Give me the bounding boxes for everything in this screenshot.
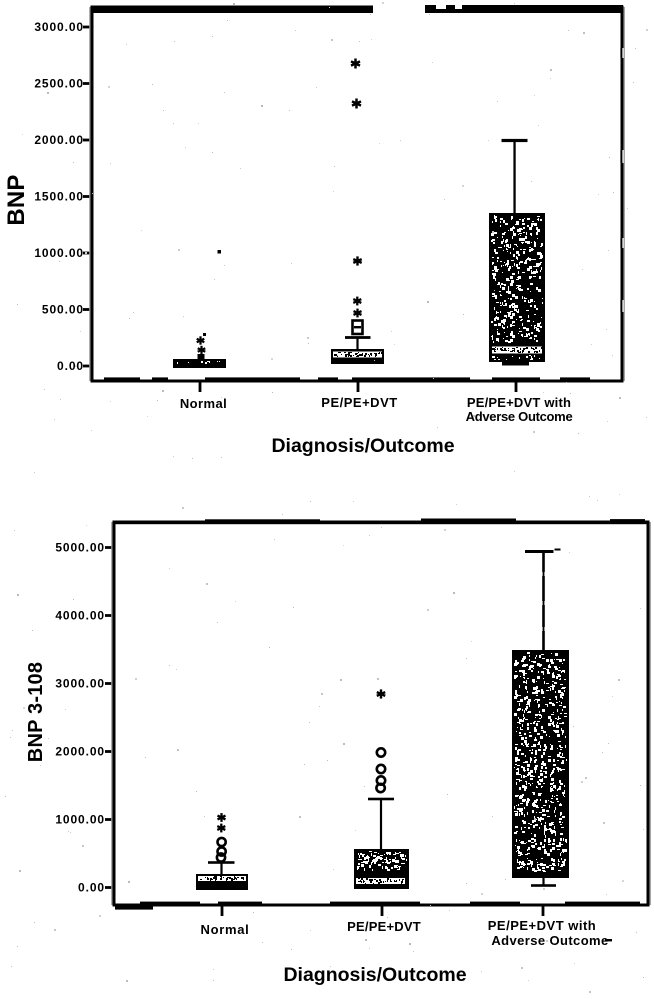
svg-text:1000.00: 1000.00 (55, 813, 105, 827)
svg-text:Adverse Outcome: Adverse Outcome (491, 933, 608, 948)
svg-text:Adverse Outcome: Adverse Outcome (466, 409, 573, 424)
svg-text:1500.00: 1500.00 (34, 190, 84, 204)
svg-text:4000.00: 4000.00 (55, 609, 105, 623)
svg-text:PE/PE+DVT: PE/PE+DVT (321, 395, 397, 410)
svg-text:Normal: Normal (201, 922, 250, 937)
svg-text:500.00: 500.00 (42, 303, 84, 317)
svg-text:3000.00: 3000.00 (55, 677, 105, 691)
svg-text:PE/PE+DVT: PE/PE+DVT (347, 919, 421, 934)
svg-text:5000.00: 5000.00 (55, 541, 105, 555)
svg-text:2500.00: 2500.00 (34, 77, 84, 91)
svg-text:0.00: 0.00 (57, 359, 84, 373)
svg-text:Normal: Normal (180, 396, 227, 411)
svg-text:3000.00: 3000.00 (34, 20, 84, 34)
svg-text:Diagnosis/Outcome: Diagnosis/Outcome (283, 964, 466, 986)
svg-text:0.00: 0.00 (78, 881, 105, 895)
svg-text:2000.00: 2000.00 (34, 133, 84, 147)
svg-text:PE/PE+DVT with: PE/PE+DVT with (488, 918, 597, 933)
svg-text:Diagnosis/Outcome: Diagnosis/Outcome (271, 435, 454, 457)
svg-text:BNP: BNP (3, 174, 30, 225)
svg-text:2000.00: 2000.00 (55, 745, 105, 759)
svg-text:BNP 3-108: BNP 3-108 (25, 662, 47, 762)
svg-text:PE/PE+DVT with: PE/PE+DVT with (467, 395, 571, 410)
svg-text:1000.00: 1000.00 (34, 246, 84, 260)
